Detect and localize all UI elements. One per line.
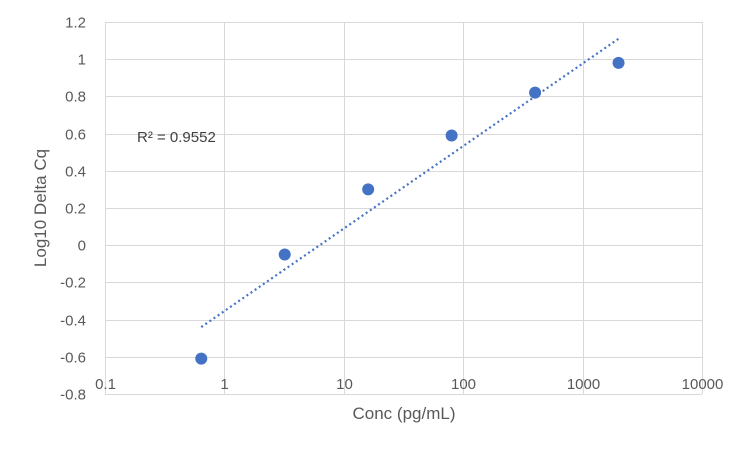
x-axis-title: Conc (pg/mL) (353, 404, 456, 423)
y-tick-label: 1 (78, 52, 86, 69)
y-axis-title: Log10 Delta Cq (31, 149, 50, 267)
x-tick-label: 1000 (567, 376, 600, 393)
r-squared-annotation: R² = 0.9552 (137, 129, 216, 146)
x-tick-label: 0.1 (95, 376, 116, 393)
trendline (200, 37, 620, 328)
y-tick-label: -0.8 (60, 387, 86, 404)
data-point (445, 129, 458, 142)
y-tick-label: 0.8 (65, 89, 86, 106)
data-point (612, 56, 625, 69)
data-point (195, 352, 208, 365)
y-tick-label: 0.4 (65, 164, 86, 181)
y-tick-label: 0 (78, 238, 86, 255)
x-tick-label: 1 (220, 376, 228, 393)
data-points (195, 56, 625, 365)
y-tick-label: 1.2 (65, 15, 86, 32)
x-tick-label: 10000 (682, 376, 724, 393)
trendline-layer (200, 37, 620, 328)
data-point (278, 248, 291, 261)
y-tick-label: 0.6 (65, 127, 86, 144)
y-tick-label: -0.6 (60, 350, 86, 367)
grid (105, 22, 703, 395)
data-point (529, 86, 542, 99)
x-tick-label: 10 (336, 376, 353, 393)
y-tick-label: 0.2 (65, 201, 86, 218)
x-tick-label: 100 (451, 376, 476, 393)
tick-labels: 1.2 1 0.8 0.6 0.4 0.2 0 -0.2 -0.4 -0.6 -0.8 0.1 1 10 1… (60, 15, 723, 404)
y-tick-label: -0.4 (60, 313, 86, 330)
y-tick-label: -0.2 (60, 275, 86, 292)
data-point (362, 183, 375, 196)
